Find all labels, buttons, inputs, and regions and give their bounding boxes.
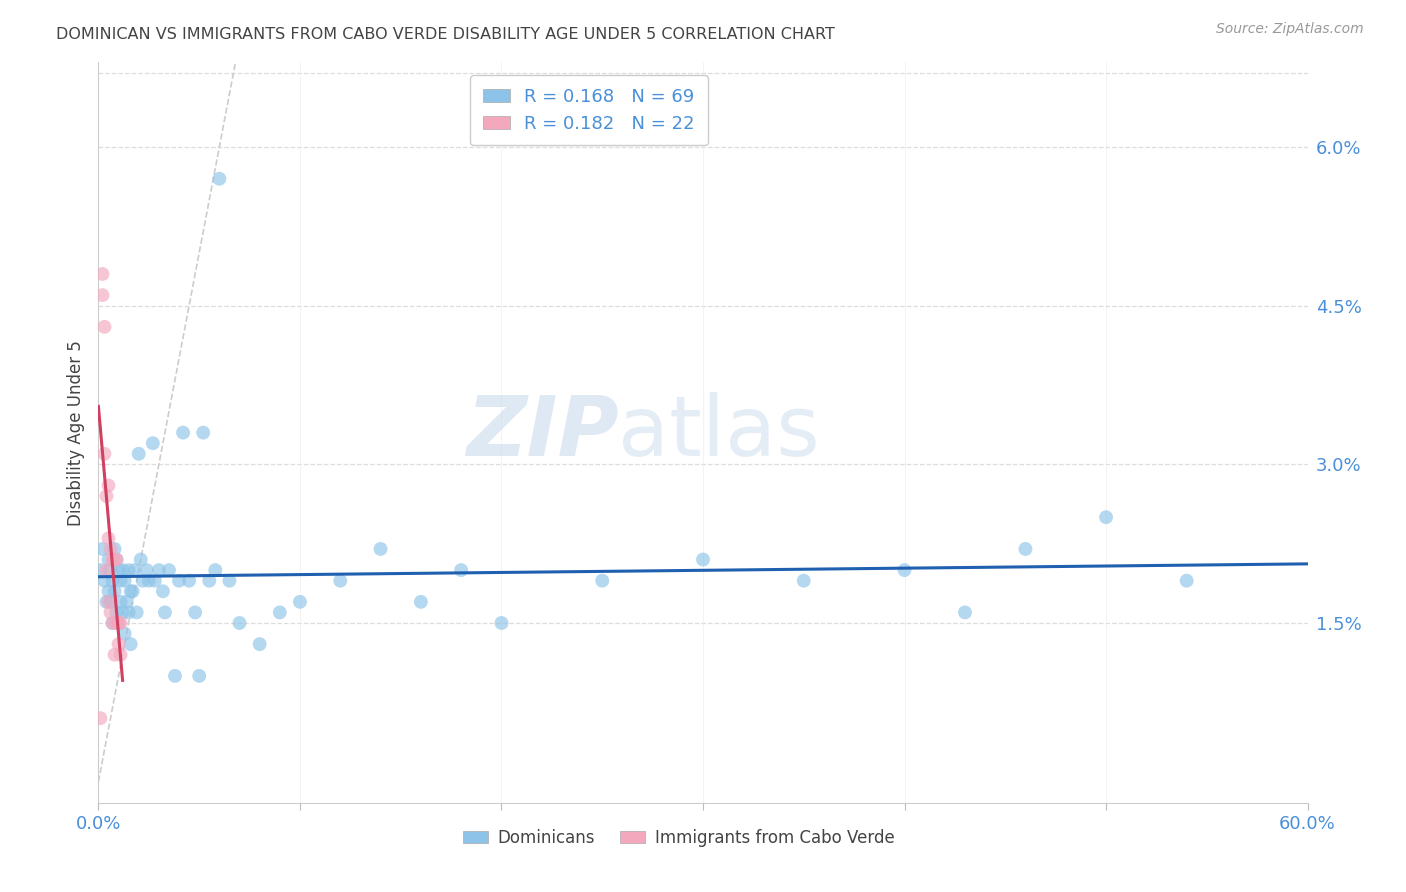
Point [105, 552, 128, 566]
Point [132, 574, 155, 588]
Point [105, 615, 128, 630]
Point [329, 574, 352, 588]
Point [101, 615, 124, 630]
Point [103, 552, 125, 566]
Point [96, 595, 118, 609]
Point [91, 267, 114, 281]
Point [125, 606, 148, 620]
Point [208, 171, 231, 186]
Point [193, 425, 215, 440]
Point [121, 584, 143, 599]
Point [111, 563, 134, 577]
Point [953, 606, 976, 620]
Point [198, 574, 221, 588]
Point [204, 563, 226, 577]
Point [172, 425, 194, 440]
Point [124, 563, 146, 577]
Point [491, 615, 513, 630]
Point [409, 595, 432, 609]
Point [128, 447, 150, 461]
Point [269, 606, 291, 620]
Legend: Dominicans, Immigrants from Cabo Verde: Dominicans, Immigrants from Cabo Verde [456, 822, 901, 854]
Point [135, 563, 157, 577]
Point [93, 319, 115, 334]
Point [1175, 574, 1198, 588]
Text: DOMINICAN VS IMMIGRANTS FROM CABO VERDE DISABILITY AGE UNDER 5 CORRELATION CHART: DOMINICAN VS IMMIGRANTS FROM CABO VERDE … [56, 27, 835, 42]
Point [167, 574, 190, 588]
Point [93, 574, 115, 588]
Point [105, 552, 128, 566]
Point [97, 532, 120, 546]
Point [103, 584, 125, 599]
Point [153, 606, 176, 620]
Point [97, 478, 120, 492]
Point [107, 615, 129, 630]
Point [100, 595, 122, 609]
Point [1014, 541, 1036, 556]
Point [114, 574, 136, 588]
Point [120, 637, 142, 651]
Text: Source: ZipAtlas.com: Source: ZipAtlas.com [1216, 22, 1364, 37]
Point [107, 615, 129, 630]
Point [96, 563, 118, 577]
Point [91, 541, 114, 556]
Point [249, 637, 271, 651]
Point [110, 648, 132, 662]
Point [97, 584, 120, 599]
Point [188, 669, 211, 683]
Point [138, 574, 160, 588]
Point [184, 606, 207, 620]
Point [288, 595, 311, 609]
Point [142, 436, 165, 450]
Point [450, 563, 472, 577]
Point [103, 541, 125, 556]
Point [370, 541, 392, 556]
Point [111, 606, 134, 620]
Point [143, 574, 166, 588]
Point [591, 574, 613, 588]
Point [100, 541, 122, 556]
Point [163, 669, 186, 683]
Point [100, 563, 122, 577]
Point [110, 615, 132, 630]
Point [793, 574, 815, 588]
Point [893, 563, 915, 577]
Point [110, 595, 132, 609]
Point [89, 563, 111, 577]
Point [692, 552, 714, 566]
Point [100, 606, 122, 620]
Point [228, 615, 250, 630]
Point [152, 584, 174, 599]
Point [107, 637, 129, 651]
Point [157, 563, 180, 577]
Point [97, 552, 120, 566]
Point [103, 648, 125, 662]
Point [218, 574, 240, 588]
Point [114, 626, 136, 640]
Point [105, 606, 128, 620]
Point [118, 563, 141, 577]
Point [115, 595, 138, 609]
Point [96, 489, 118, 503]
Y-axis label: Disability Age Under 5: Disability Age Under 5 [66, 340, 84, 525]
Text: ZIP: ZIP [465, 392, 619, 473]
Point [120, 584, 142, 599]
Point [129, 552, 152, 566]
Point [1095, 510, 1118, 524]
Point [91, 288, 114, 302]
Point [110, 574, 132, 588]
Point [118, 606, 141, 620]
Point [107, 563, 129, 577]
Point [97, 595, 120, 609]
Point [179, 574, 201, 588]
Point [101, 552, 124, 566]
Point [101, 615, 124, 630]
Point [101, 574, 124, 588]
Point [89, 711, 111, 725]
Text: atlas: atlas [619, 392, 820, 473]
Point [93, 447, 115, 461]
Point [148, 563, 170, 577]
